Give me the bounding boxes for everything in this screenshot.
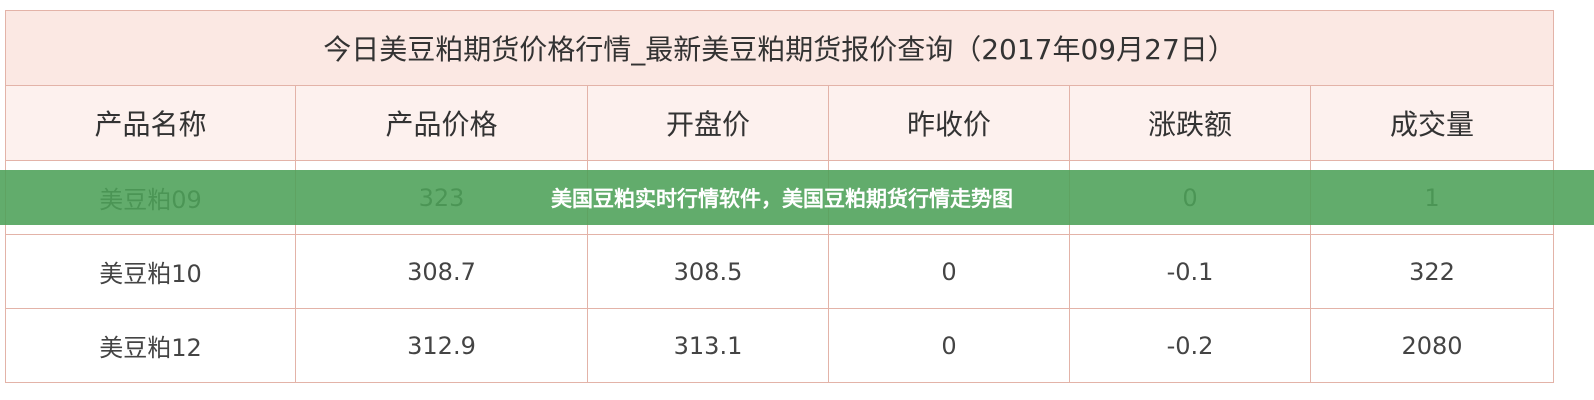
header-row: 产品名称 产品价格 开盘价 昨收价 涨跌额 成交量 xyxy=(5,85,1554,161)
banner-text: 美国豆粕实时行情软件，美国豆粕期货行情走势图 xyxy=(551,186,1013,211)
header-cell: 开盘价 xyxy=(587,85,829,161)
banner: 美国豆粕实时行情软件，美国豆粕期货行情走势图 xyxy=(0,170,1594,225)
header-cell: 成交量 xyxy=(1310,85,1554,161)
title-row: 今日美豆粕期货价格行情_最新美豆粕期货报价查询（2017年09月27日） xyxy=(5,10,1554,86)
header-cell: 涨跌额 xyxy=(1069,85,1311,161)
header-cell: 产品价格 xyxy=(295,85,588,161)
table-cell: 308.7 xyxy=(295,234,588,309)
table-cell: -0.2 xyxy=(1069,308,1311,383)
table-cell: 312.9 xyxy=(295,308,588,383)
data-row: 美豆粕12 312.9 313.1 0 -0.2 2080 xyxy=(5,308,1554,383)
table-cell: 0 xyxy=(828,234,1070,309)
header-cell: 昨收价 xyxy=(828,85,1070,161)
table-cell: 美豆粕12 xyxy=(5,308,296,383)
header-cell: 产品名称 xyxy=(5,85,296,161)
table-cell: 313.1 xyxy=(587,308,829,383)
table-cell: 美豆粕10 xyxy=(5,234,296,309)
table-cell: -0.1 xyxy=(1069,234,1311,309)
table-cell: 2080 xyxy=(1310,308,1554,383)
table-cell: 308.5 xyxy=(587,234,829,309)
table-cell: 0 xyxy=(828,308,1070,383)
table-title: 今日美豆粕期货价格行情_最新美豆粕期货报价查询（2017年09月27日） xyxy=(5,10,1554,86)
table-cell: 322 xyxy=(1310,234,1554,309)
data-row: 美豆粕10 308.7 308.5 0 -0.1 322 xyxy=(5,234,1554,309)
